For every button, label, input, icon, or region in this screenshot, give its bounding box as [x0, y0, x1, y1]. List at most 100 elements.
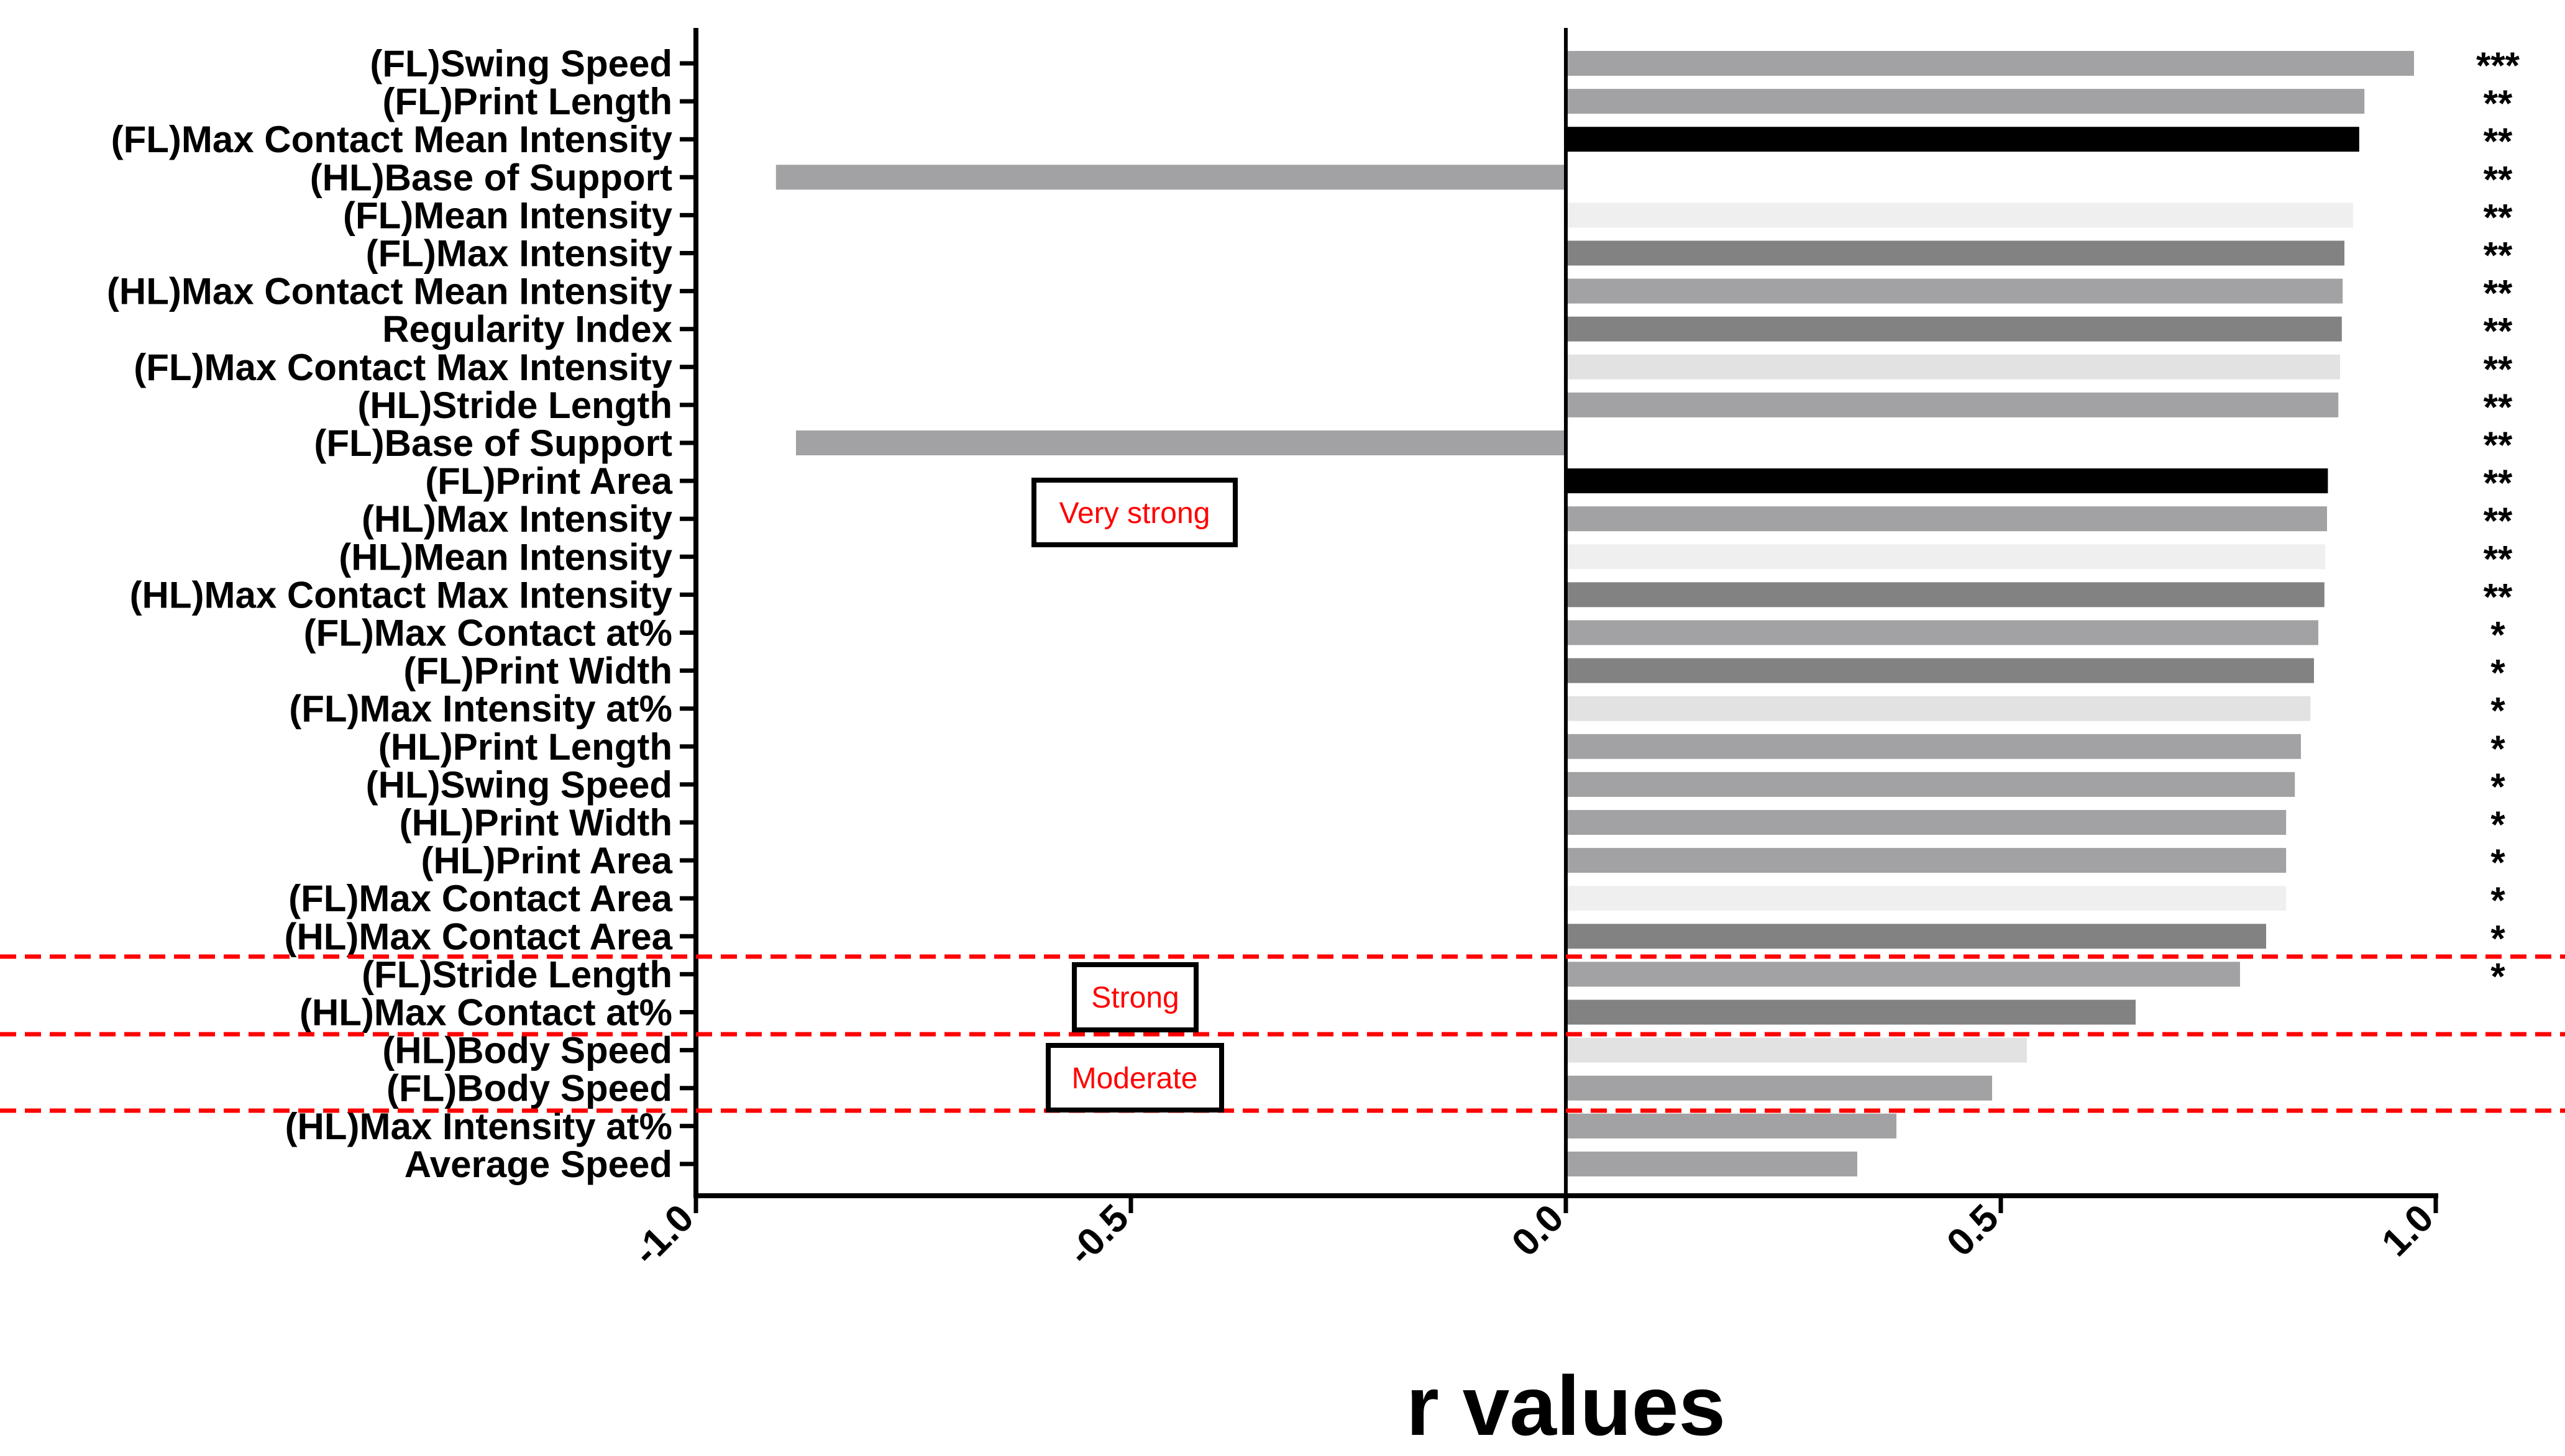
- significance-marker: **: [2484, 576, 2513, 617]
- strength-regions: Very strong Strong Moderate: [0, 478, 2565, 1113]
- significance-marker: *: [2490, 917, 2505, 959]
- bar: [1566, 392, 2339, 417]
- significance-marker: *: [2490, 955, 2505, 997]
- bar: [1566, 468, 2328, 494]
- bar: [1566, 582, 2325, 607]
- region-label: Strong: [1091, 981, 1179, 1014]
- bar: [1566, 51, 2414, 76]
- category-label: (FL)Print Area: [425, 460, 672, 502]
- bar: [1566, 620, 2318, 645]
- region-label-box: [1046, 1043, 1224, 1112]
- category-label: (FL)Max Contact Max Intensity: [134, 347, 672, 388]
- significance-marker: **: [2484, 196, 2513, 238]
- bar: [1566, 696, 2311, 721]
- bar: [1566, 89, 2365, 114]
- bar: [1566, 127, 2359, 152]
- x-tick-label: 1.0: [2374, 1196, 2442, 1265]
- category-label: (FL)Print Width: [403, 650, 672, 692]
- y-axis: (FL)Swing Speed(FL)Print Length(FL)Max C…: [107, 28, 698, 1196]
- significance-markers: ****************************************…: [2476, 45, 2520, 997]
- significance-marker: **: [2484, 311, 2513, 352]
- category-label: (HL)Stride Length: [357, 384, 672, 426]
- bar: [1566, 278, 2343, 304]
- x-tick-label: -0.5: [1060, 1196, 1137, 1273]
- bar: [1566, 506, 2327, 532]
- significance-marker: **: [2484, 235, 2513, 276]
- category-label: (FL)Stride Length: [362, 953, 672, 995]
- category-label: (HL)Base of Support: [310, 157, 672, 198]
- significance-marker: **: [2484, 500, 2513, 542]
- category-label: (HL)Swing Speed: [366, 764, 672, 806]
- significance-marker: **: [2484, 121, 2513, 162]
- category-label: (HL)Print Width: [400, 802, 672, 844]
- region-label-box: [1031, 478, 1238, 547]
- category-label: (FL)Max Intensity at%: [289, 688, 672, 730]
- significance-marker: *: [2490, 652, 2505, 694]
- category-label: (HL)Print Length: [378, 726, 672, 768]
- bar: [1566, 240, 2344, 266]
- bar: [1566, 999, 2136, 1025]
- category-label: (HL)Mean Intensity: [339, 536, 672, 578]
- bar: [1566, 202, 2353, 228]
- category-label: Regularity Index: [382, 309, 672, 350]
- category-label: (HL)Body Speed: [382, 1030, 672, 1072]
- significance-marker: *: [2490, 880, 2505, 921]
- category-label: (FL)Mean Intensity: [343, 194, 673, 236]
- category-label: (FL)Swing Speed: [370, 43, 672, 84]
- category-label: (HL)Print Area: [421, 840, 673, 881]
- bar: [1566, 810, 2287, 835]
- category-label: (HL)Max Contact Max Intensity: [130, 574, 673, 616]
- significance-marker: ***: [2476, 45, 2520, 86]
- bar: [1566, 1037, 2027, 1063]
- bar: [1566, 1075, 1992, 1101]
- significance-marker: **: [2484, 273, 2513, 314]
- bar: [1566, 1151, 1857, 1176]
- bar: [1566, 924, 2266, 949]
- bar: [796, 430, 1566, 455]
- x-axis-title: r values: [1406, 1358, 1726, 1453]
- category-label: (FL)Max Intensity: [366, 233, 673, 275]
- bar: [1566, 962, 2240, 987]
- category-label: (FL)Print Length: [382, 81, 672, 122]
- x-tick-label: -1.0: [625, 1196, 702, 1273]
- category-label: (HL)Max Contact Mean Intensity: [107, 271, 673, 312]
- bar: [1566, 848, 2287, 873]
- category-label: (FL)Max Contact Area: [288, 878, 672, 919]
- bar: [1566, 886, 2287, 911]
- bar: [1566, 354, 2340, 380]
- region-label: Very strong: [1059, 497, 1210, 530]
- category-label: (FL)Max Contact at%: [304, 612, 672, 654]
- significance-marker: *: [2490, 842, 2505, 883]
- category-label: (FL)Base of Support: [314, 422, 672, 464]
- category-label: (HL)Max Contact at%: [299, 992, 672, 1034]
- significance-marker: *: [2490, 690, 2505, 732]
- significance-marker: **: [2484, 462, 2513, 504]
- bar: [1566, 544, 2326, 570]
- significance-marker: **: [2484, 158, 2513, 200]
- bar: [1566, 658, 2314, 683]
- x-tick-label: 0.0: [1504, 1196, 1572, 1265]
- significance-marker: *: [2490, 728, 2505, 770]
- bar: [1566, 734, 2301, 759]
- significance-marker: **: [2484, 424, 2513, 466]
- significance-marker: *: [2490, 614, 2505, 656]
- region-label-box: [1072, 962, 1199, 1032]
- significance-marker: **: [2484, 83, 2513, 124]
- category-label: (FL)Body Speed: [386, 1068, 672, 1109]
- region-label: Moderate: [1072, 1062, 1198, 1095]
- category-label: (FL)Max Contact Mean Intensity: [111, 119, 673, 160]
- significance-marker: **: [2484, 348, 2513, 390]
- category-label: Average Speed: [405, 1144, 672, 1185]
- x-tick-label: 0.5: [1939, 1196, 2007, 1265]
- significance-marker: **: [2484, 386, 2513, 428]
- significance-marker: *: [2490, 766, 2505, 808]
- bar: [775, 165, 1566, 190]
- bar: [1566, 771, 2295, 797]
- bar: [1566, 1113, 1896, 1139]
- category-label: (HL)Max Contact Area: [284, 916, 672, 957]
- significance-marker: **: [2484, 538, 2513, 580]
- bars-group: [775, 51, 2414, 1176]
- significance-marker: *: [2490, 804, 2505, 845]
- category-label: (HL)Max Intensity: [362, 498, 673, 540]
